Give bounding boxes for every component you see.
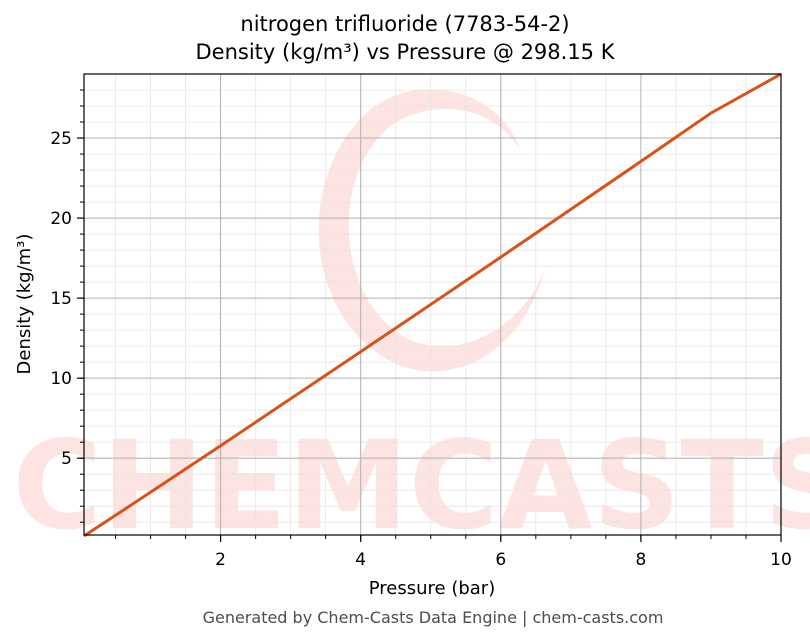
y-axis-label: Density (kg/m³): [14, 234, 35, 375]
chemcasts-logo-swirl: [318, 89, 545, 372]
chemcasts-watermark-text: CHEMCASTS: [12, 415, 810, 557]
x-tick-label: 10: [770, 550, 792, 570]
x-tick-label: 6: [495, 550, 506, 570]
plot-frame: [83, 73, 782, 536]
y-tick-label: 20: [50, 209, 72, 229]
x-axis-ticks: 2 4 6 8 10: [115, 535, 792, 570]
y-tick-label: 25: [50, 129, 72, 149]
y-tick-label: 15: [50, 289, 72, 309]
x-tick-label: 2: [215, 550, 226, 570]
x-tick-label: 4: [355, 550, 366, 570]
density-line: [83, 72, 782, 538]
y-axis-ticks: 5 10 15 20 25: [50, 89, 84, 523]
y-tick-label: 5: [61, 449, 72, 469]
chemcasts-watermark: CHEMCASTS: [12, 89, 810, 557]
footer-credit: Generated by Chem-Casts Data Engine | ch…: [202, 608, 664, 627]
x-tick-label: 8: [635, 550, 646, 570]
x-axis-label: Pressure (bar): [369, 578, 495, 599]
chart-title: nitrogen trifluoride (7783-54-2): [240, 12, 570, 36]
y-tick-label: 10: [50, 369, 72, 389]
chart-subtitle: Density (kg/m³) vs Pressure @ 298.15 K: [195, 40, 615, 64]
